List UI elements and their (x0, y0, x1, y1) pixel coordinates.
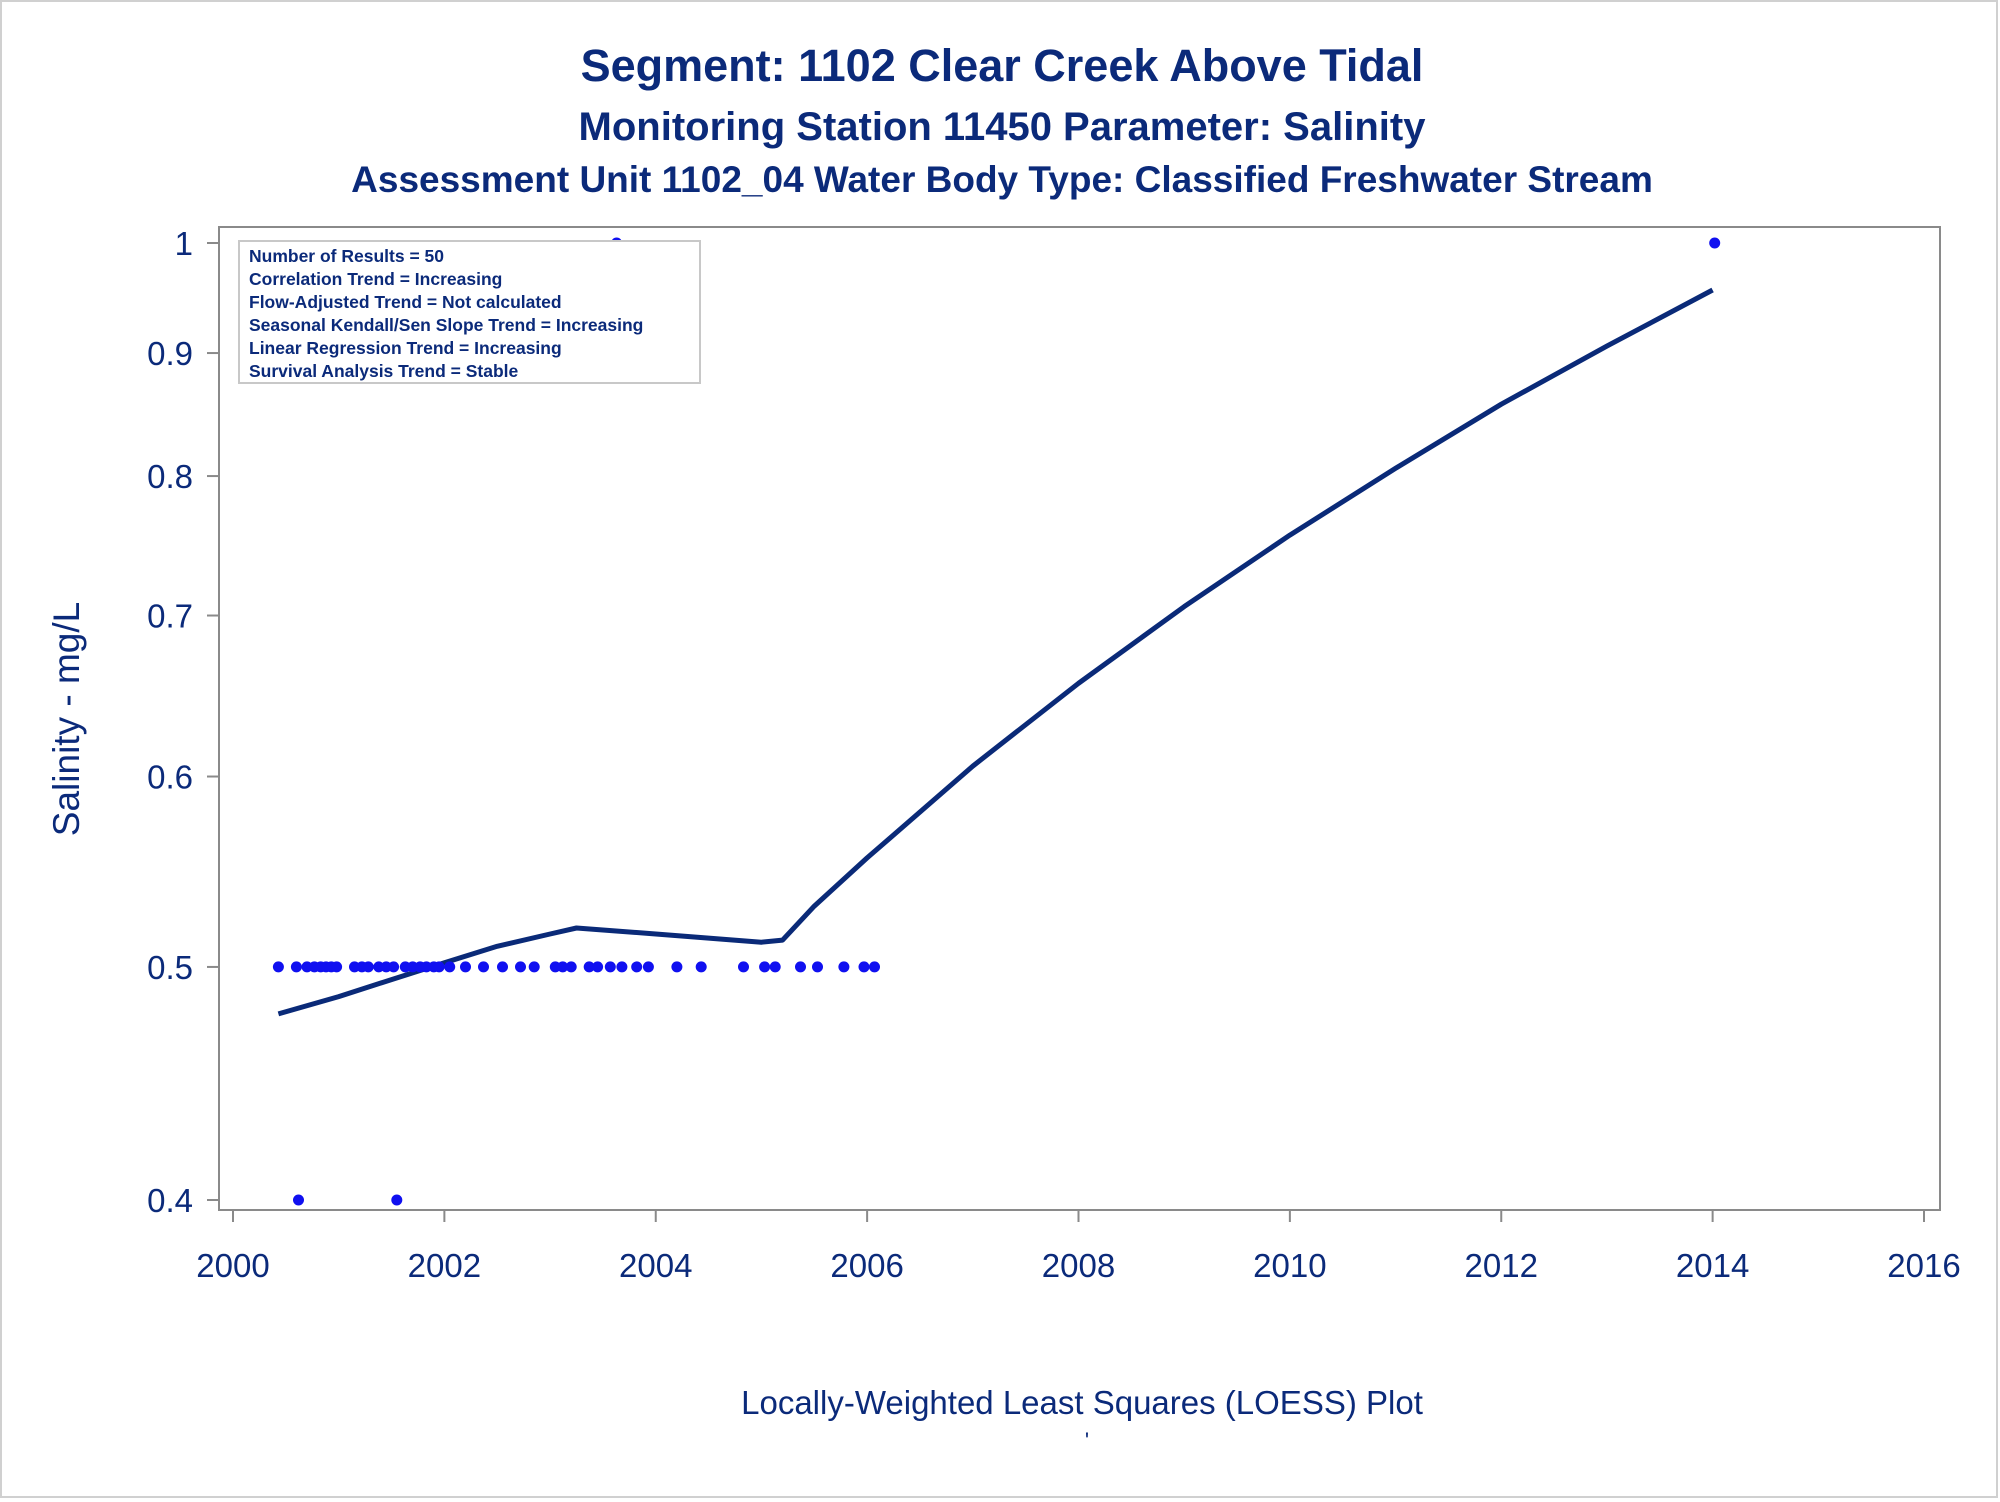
y-tick-label: 0.4 (147, 1182, 193, 1219)
data-point (695, 961, 707, 973)
footnote-mark: ' (1085, 1428, 1089, 1453)
data-point (838, 961, 850, 973)
legend-stat-line: Correlation Trend = Increasing (249, 269, 502, 289)
x-axis-label: Locally-Weighted Least Squares (LOESS) P… (741, 1384, 1423, 1421)
x-tick-label: 2008 (1042, 1247, 1115, 1284)
data-point (738, 961, 749, 973)
legend-stat-line: Number of Results = 50 (249, 246, 444, 266)
y-axis: 0.4 0.5 0.6 0.7 0.8 0.9 1 (147, 225, 219, 1219)
data-point (565, 961, 577, 973)
legend-stat-line: Seasonal Kendall/Sen Slope Trend = Incre… (249, 315, 643, 335)
x-tick-label: 2006 (830, 1247, 903, 1284)
data-point (362, 961, 374, 973)
data-point (293, 1194, 304, 1206)
data-point (604, 961, 616, 973)
chart-subtitle: Monitoring Station 11450 Parameter: Sali… (579, 105, 1427, 149)
legend-stat-line: Linear Regression Trend = Increasing (249, 338, 562, 358)
data-point (759, 961, 771, 973)
y-tick-label: 0.5 (147, 949, 193, 986)
loess-line-series (277, 287, 1714, 1017)
x-tick-label: 2010 (1253, 1247, 1326, 1284)
chart-title: Segment: 1102 Clear Creek Above Tidal (581, 40, 1424, 91)
legend-box (238, 240, 701, 384)
x-tick-label: 2004 (619, 1247, 692, 1284)
data-point (858, 961, 870, 973)
trend-stats-legend: Number of Results = 50 Correlation Trend … (238, 240, 701, 384)
data-point (592, 961, 604, 973)
data-point (642, 961, 654, 973)
data-point (497, 961, 508, 973)
data-point (812, 961, 823, 973)
data-point (769, 961, 781, 973)
x-tick-label: 2016 (1887, 1247, 1960, 1284)
chart-subtitle-2: Assessment Unit 1102_04 Water Body Type:… (351, 159, 1653, 200)
loess-trend-line (277, 287, 1714, 1017)
y-tick-label: 0.7 (147, 598, 193, 635)
y-tick-label: 0.9 (147, 335, 193, 372)
legend-stat-line: Survival Analysis Trend = Stable (249, 361, 519, 381)
y-tick-label: 0.8 (147, 458, 193, 495)
data-point (795, 961, 806, 973)
data-point (616, 961, 628, 973)
x-tick-label: 2012 (1465, 1247, 1538, 1284)
data-point (433, 961, 445, 973)
data-point (272, 961, 284, 973)
data-point (1709, 237, 1721, 249)
x-tick-label: 2014 (1676, 1247, 1749, 1284)
y-tick-label: 0.6 (147, 759, 193, 796)
data-point (478, 961, 489, 973)
y-tick-label: 1 (175, 225, 193, 262)
data-point (631, 961, 643, 973)
data-point (515, 961, 526, 973)
data-point (583, 961, 595, 973)
x-axis: 2000 2002 2004 2006 2008 2010 2012 2014 2016 (196, 1210, 1961, 1284)
data-point (331, 961, 343, 973)
x-tick-label: 2000 (196, 1247, 269, 1284)
data-point (671, 961, 683, 973)
observation-points (272, 237, 1721, 1206)
data-point (557, 961, 569, 973)
data-point (460, 961, 471, 973)
data-point (528, 961, 540, 973)
x-tick-label: 2002 (408, 1247, 481, 1284)
data-point (388, 961, 400, 973)
legend-stat-line: Flow-Adjusted Trend = Not calculated (249, 292, 562, 312)
data-point (869, 961, 880, 973)
y-axis-label: Salinity - mg/L (46, 602, 87, 836)
data-point (290, 961, 302, 973)
data-point (391, 1194, 403, 1206)
data-point (444, 961, 456, 973)
